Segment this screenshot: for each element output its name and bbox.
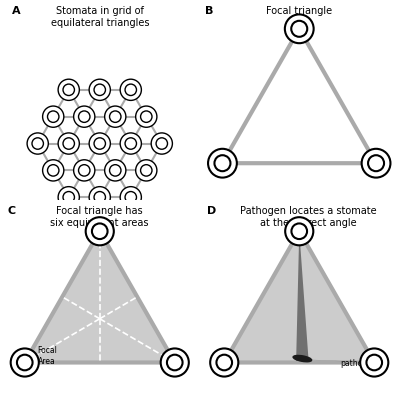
Circle shape	[167, 355, 183, 370]
Circle shape	[136, 106, 157, 127]
Circle shape	[360, 348, 388, 376]
Circle shape	[140, 165, 152, 176]
Circle shape	[43, 106, 64, 127]
Circle shape	[214, 155, 231, 171]
Circle shape	[361, 149, 391, 178]
Ellipse shape	[293, 356, 312, 362]
Polygon shape	[293, 359, 374, 362]
Circle shape	[86, 217, 114, 245]
Circle shape	[11, 348, 39, 376]
Circle shape	[74, 106, 95, 127]
Circle shape	[368, 155, 384, 171]
Circle shape	[89, 79, 111, 100]
Circle shape	[89, 133, 111, 154]
Circle shape	[125, 192, 136, 203]
Circle shape	[47, 165, 59, 176]
Circle shape	[94, 138, 105, 149]
Circle shape	[58, 133, 79, 154]
Circle shape	[63, 138, 75, 149]
Circle shape	[156, 138, 168, 149]
Circle shape	[79, 165, 90, 176]
Circle shape	[151, 133, 172, 154]
Circle shape	[47, 111, 59, 122]
Circle shape	[105, 160, 126, 181]
Text: pathogen: pathogen	[340, 360, 377, 368]
Text: Focal
Area: Focal Area	[38, 346, 57, 366]
Circle shape	[89, 187, 111, 208]
Text: Focal triangle: Focal triangle	[266, 6, 332, 16]
Text: Focal triangle has
six equivalent areas: Focal triangle has six equivalent areas	[51, 206, 149, 228]
Circle shape	[27, 133, 48, 154]
Circle shape	[17, 355, 33, 370]
Circle shape	[125, 138, 136, 149]
Circle shape	[110, 165, 121, 176]
Circle shape	[94, 84, 105, 96]
Circle shape	[63, 192, 75, 203]
Polygon shape	[25, 231, 175, 362]
Circle shape	[125, 84, 136, 96]
Circle shape	[216, 355, 232, 370]
Circle shape	[105, 106, 126, 127]
Circle shape	[120, 79, 141, 100]
Circle shape	[32, 138, 43, 149]
Circle shape	[366, 355, 382, 370]
Circle shape	[58, 187, 79, 208]
Circle shape	[136, 160, 157, 181]
Circle shape	[110, 111, 121, 122]
Text: Stomata in grid of
equilateral triangles: Stomata in grid of equilateral triangles	[51, 6, 149, 28]
Polygon shape	[25, 297, 137, 362]
Polygon shape	[296, 231, 308, 361]
Circle shape	[43, 160, 64, 181]
Text: C: C	[8, 206, 16, 216]
Circle shape	[94, 192, 105, 203]
Circle shape	[285, 14, 314, 43]
Circle shape	[291, 224, 307, 239]
Circle shape	[285, 217, 313, 245]
Circle shape	[79, 111, 90, 122]
Circle shape	[58, 79, 79, 100]
Circle shape	[210, 348, 238, 376]
Text: B: B	[205, 6, 213, 16]
Circle shape	[140, 111, 152, 122]
Text: D: D	[207, 206, 217, 216]
Text: Pathogen locates a stomate
at the correct angle: Pathogen locates a stomate at the correc…	[240, 206, 377, 228]
Circle shape	[92, 224, 108, 239]
Circle shape	[291, 21, 307, 37]
Circle shape	[63, 84, 75, 96]
Circle shape	[120, 133, 141, 154]
Circle shape	[120, 187, 141, 208]
Circle shape	[74, 160, 95, 181]
Polygon shape	[224, 231, 374, 362]
Circle shape	[208, 149, 237, 178]
Circle shape	[161, 348, 189, 376]
Text: A: A	[12, 6, 20, 16]
